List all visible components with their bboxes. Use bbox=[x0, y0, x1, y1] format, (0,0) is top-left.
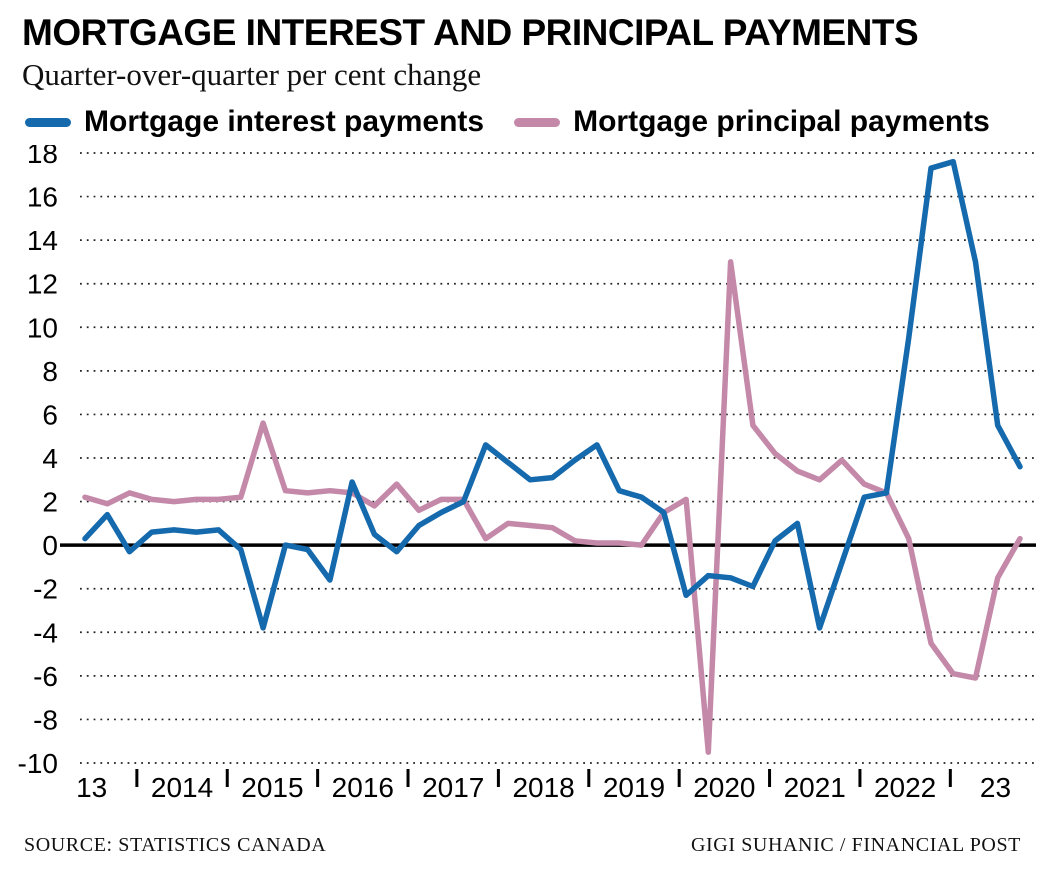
legend-item-principal: Mortgage principal payments bbox=[514, 105, 990, 139]
source-credit: SOURCE: STATISTICS CANADA bbox=[24, 834, 327, 856]
interest-line-swatch-icon bbox=[25, 117, 71, 127]
chart-subtitle: Quarter-over-quarter per cent change bbox=[22, 57, 482, 93]
y-axis-label: 4 bbox=[42, 443, 58, 474]
legend-label-principal: Mortgage principal payments bbox=[573, 105, 990, 139]
y-axis-label: -10 bbox=[18, 748, 58, 779]
x-axis-label: 2022 bbox=[874, 772, 936, 803]
chart-footer: SOURCE: STATISTICS CANADA GIGI SUHANIC /… bbox=[0, 834, 1045, 857]
x-axis-label: 23 bbox=[980, 772, 1011, 803]
legend-item-interest: Mortgage interest payments bbox=[25, 105, 484, 139]
chart-legend: Mortgage interest payments Mortgage prin… bbox=[0, 105, 1045, 139]
x-axis-label: 2016 bbox=[332, 772, 394, 803]
legend-label-interest: Mortgage interest payments bbox=[84, 105, 485, 139]
y-axis-label: 10 bbox=[27, 313, 58, 344]
line-chart: 18 16 14 12 10 8 6 4 2 0 -2 -4 -6 -8 -10 13 2014 2015 2016… bbox=[18, 145, 1036, 803]
principal-line-swatch-icon bbox=[514, 117, 561, 127]
y-axis-label: -2 bbox=[33, 574, 58, 605]
y-axis-label: 0 bbox=[42, 531, 58, 562]
y-axis-label: -4 bbox=[33, 618, 58, 649]
y-axis-label: -6 bbox=[33, 661, 58, 692]
interest-line bbox=[82, 159, 1023, 632]
x-axis-label: 2015 bbox=[241, 772, 303, 803]
y-axis-label: 12 bbox=[27, 269, 58, 300]
x-axis-label: 2019 bbox=[603, 772, 665, 803]
y-axis-label: -8 bbox=[33, 705, 58, 736]
x-axis-label: 2020 bbox=[693, 772, 755, 803]
page-title: MORTGAGE INTEREST AND PRINCIPAL PAYMENTS bbox=[22, 12, 919, 53]
x-axis-label: 2014 bbox=[151, 772, 213, 803]
x-axis-label: 2021 bbox=[784, 772, 846, 803]
x-axis-label: 2017 bbox=[422, 772, 484, 803]
y-axis-label: 18 bbox=[27, 145, 58, 169]
x-axis-label: 2018 bbox=[512, 772, 574, 803]
y-axis-label: 2 bbox=[42, 487, 58, 518]
y-axis-label: 14 bbox=[27, 226, 58, 257]
author-credit: GIGI SUHANIC / FINANCIAL POST bbox=[691, 834, 1021, 856]
x-axis-label: 13 bbox=[76, 772, 107, 803]
principal-line bbox=[82, 259, 1023, 756]
y-axis-label: 8 bbox=[42, 356, 58, 387]
y-axis-label: 16 bbox=[27, 182, 58, 213]
y-axis-label: 6 bbox=[42, 400, 58, 431]
